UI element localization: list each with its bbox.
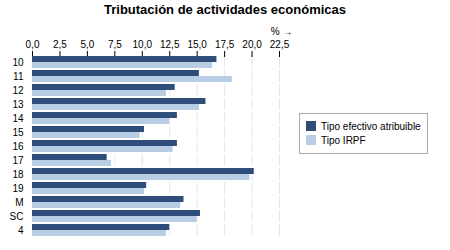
svg-text:% →: % → — [271, 26, 293, 37]
svg-text:17: 17 — [12, 155, 24, 166]
html-text:Tipo efectivo atribuible: Tipo efectivo atribuible — [321, 120, 421, 132]
svg-text:15: 15 — [12, 127, 24, 138]
svg-text:17,5: 17,5 — [215, 39, 235, 50]
svg-text:10: 10 — [12, 57, 24, 68]
svg-text:19: 19 — [12, 183, 24, 194]
svg-text:5,0: 5,0 — [80, 39, 94, 50]
svg-text:0,0: 0,0 — [26, 39, 40, 50]
html-text:Tributación de actividades eco: Tributación de actividades económicas — [104, 2, 346, 17]
svg-text:13: 13 — [12, 99, 24, 110]
svg-text:7,5: 7,5 — [108, 39, 122, 50]
svg-text:4: 4 — [18, 225, 24, 236]
svg-text:22,5: 22,5 — [270, 39, 290, 50]
svg-text:20,0: 20,0 — [242, 39, 262, 50]
svg-text:SC: SC — [10, 211, 24, 222]
svg-text:12,5: 12,5 — [160, 39, 180, 50]
svg-text:15,0: 15,0 — [187, 39, 207, 50]
svg-text:2,5: 2,5 — [53, 39, 67, 50]
svg-text:10,0: 10,0 — [133, 39, 153, 50]
svg-text:16: 16 — [12, 141, 24, 152]
svg-text:18: 18 — [12, 169, 24, 180]
html-text:Tipo IRPF: Tipo IRPF — [321, 134, 366, 146]
svg-text:M: M — [15, 197, 23, 208]
svg-text:11: 11 — [13, 71, 24, 82]
svg-text:14: 14 — [12, 113, 24, 124]
svg-text:12: 12 — [12, 85, 24, 96]
